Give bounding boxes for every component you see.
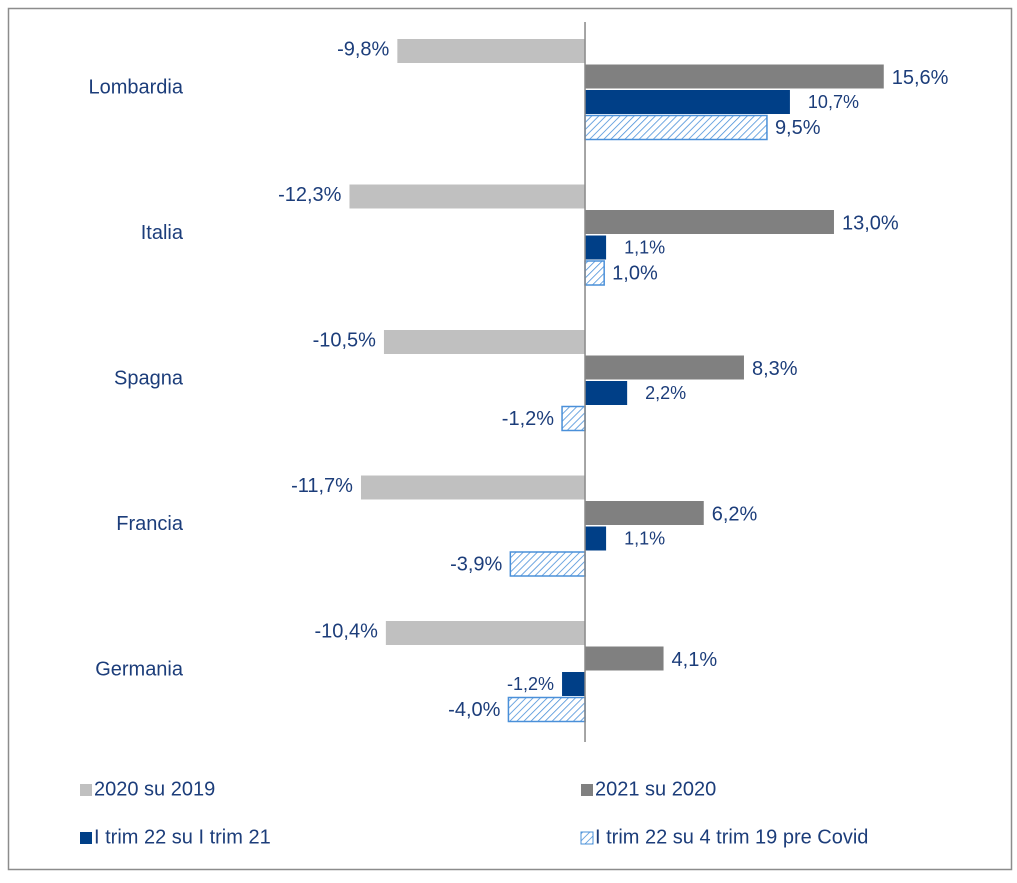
bar [585,526,607,551]
bar [585,501,704,525]
legend-swatch [580,831,594,845]
value-label: 13,0% [842,212,899,234]
value-label: -12,3% [278,184,342,206]
value-label: 1,1% [624,237,665,257]
bar [562,672,586,696]
value-label: -11,7% [291,475,353,497]
value-label: 2,2% [645,383,686,403]
value-label: -3,9% [450,553,502,575]
value-label: 8,3% [752,358,798,380]
bar [585,210,834,234]
bar [349,184,586,209]
legend-swatch [80,832,92,844]
bar [507,696,586,723]
value-label: 4,1% [672,649,718,671]
category-label: Germania [95,658,184,680]
legend-label: 2021 su 2020 [595,778,716,800]
bar [584,260,605,286]
bar [509,551,586,577]
bar [585,64,884,89]
value-label: -1,2% [502,408,554,430]
category-label: Italia [141,222,184,244]
value-label: -1,2% [507,674,554,694]
value-label: 1,0% [612,262,658,284]
value-label: 15,6% [892,67,949,89]
value-label: 6,2% [712,503,758,525]
bar [585,90,790,114]
bar [585,381,628,405]
bar [383,330,586,354]
bar [585,235,607,260]
category-label: Francia [116,513,184,535]
bar [385,621,586,645]
value-label: -10,5% [313,329,377,351]
value-label: -4,0% [448,699,500,721]
legend-label: I trim 22 su I trim 21 [94,826,271,848]
bar [561,405,586,432]
legend-label: 2020 su 2019 [94,778,215,800]
legend-swatch [80,784,92,796]
bar [585,646,664,671]
bar [360,475,586,500]
frame [7,7,1013,871]
value-label: 9,5% [775,117,821,139]
value-label: 1,1% [624,528,665,548]
value-label: -9,8% [337,38,389,60]
bar [397,39,586,63]
bar [585,355,744,380]
value-label: 10,7% [808,92,859,112]
bar [584,114,768,141]
category-label: Lombardia [88,76,183,98]
legend-label: I trim 22 su 4 trim 19 pre Covid [595,826,868,848]
value-label: -10,4% [314,620,378,642]
category-label: Spagna [114,367,184,389]
legend-swatch [581,784,593,796]
